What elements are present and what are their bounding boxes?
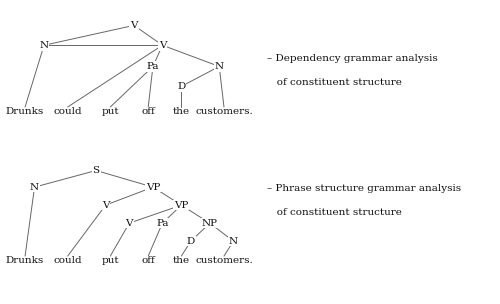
Text: off: off [142, 256, 155, 265]
Text: V: V [130, 21, 138, 30]
Text: customers.: customers. [195, 107, 253, 116]
Text: – Dependency grammar analysis: – Dependency grammar analysis [266, 54, 438, 63]
Text: V: V [102, 201, 110, 210]
Text: off: off [142, 107, 155, 116]
Text: customers.: customers. [195, 256, 253, 265]
Text: Drunks: Drunks [6, 256, 44, 265]
Text: V: V [126, 219, 133, 228]
Text: S: S [92, 166, 100, 175]
Text: VP: VP [174, 201, 188, 210]
Text: D: D [177, 82, 186, 91]
Text: D: D [186, 237, 195, 246]
Text: the: the [173, 256, 190, 265]
Text: VP: VP [146, 183, 160, 192]
Text: Pa: Pa [156, 219, 168, 228]
Text: of constituent structure: of constituent structure [266, 208, 402, 217]
Text: V: V [158, 41, 166, 50]
Text: N: N [30, 183, 39, 192]
Text: – Phrase structure grammar analysis: – Phrase structure grammar analysis [266, 184, 460, 193]
Text: NP: NP [202, 219, 218, 228]
Text: could: could [54, 256, 82, 265]
Text: N: N [214, 62, 224, 71]
Text: N: N [40, 41, 48, 50]
Text: N: N [229, 237, 238, 246]
Text: Drunks: Drunks [6, 107, 44, 116]
Text: the: the [173, 107, 190, 116]
Text: put: put [102, 256, 119, 265]
Text: could: could [54, 107, 82, 116]
Text: Pa: Pa [146, 62, 159, 71]
Text: of constituent structure: of constituent structure [266, 78, 402, 87]
Text: put: put [102, 107, 119, 116]
